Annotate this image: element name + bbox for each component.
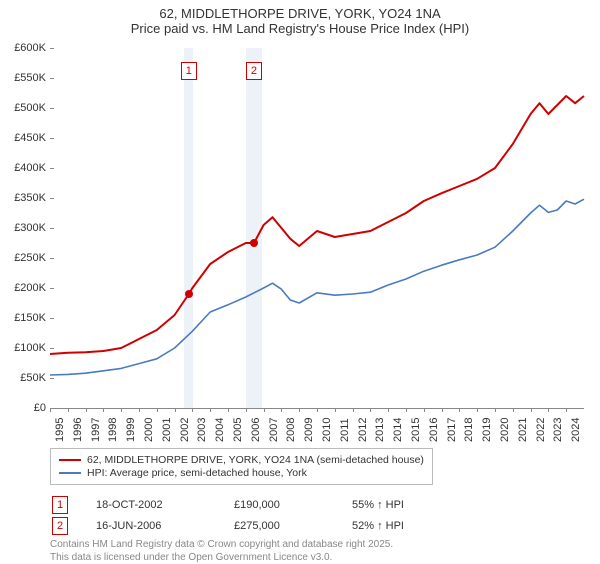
event-marker-dot <box>250 239 258 247</box>
x-tick-label: 2001 <box>161 418 173 442</box>
x-tick-label: 1997 <box>90 418 102 442</box>
event-id-box: 1 <box>52 496 68 514</box>
event-table: 1 18-OCT-2002 £190,000 55% ↑ HPI 2 16-JUN-200… <box>50 496 584 535</box>
legend-label-property: 62, MIDDLETHORPE DRIVE, YORK, YO24 1NA (… <box>87 454 424 466</box>
x-tick-label: 1995 <box>54 418 66 442</box>
event-date: 18-OCT-2002 <box>96 499 206 511</box>
x-tick-label: 1996 <box>72 418 84 442</box>
x-tick-label: 2000 <box>143 418 155 442</box>
x-tick-label: 2006 <box>250 418 262 442</box>
x-tick-label: 2019 <box>481 418 493 442</box>
series-line-hpi <box>50 199 584 375</box>
y-tick-label: £450K <box>0 132 46 144</box>
y-tick-label: £100K <box>0 342 46 354</box>
y-tick-label: £250K <box>0 252 46 264</box>
y-tick-label: £600K <box>0 42 46 54</box>
x-tick-label: 2009 <box>303 418 315 442</box>
x-tick-label: 2014 <box>392 418 404 442</box>
y-tick-label: £500K <box>0 102 46 114</box>
y-tick-label: £300K <box>0 222 46 234</box>
title-line-1: 62, MIDDLETHORPE DRIVE, YORK, YO24 1NA <box>0 6 600 21</box>
x-tick-label: 2004 <box>214 418 226 442</box>
y-tick-label: £350K <box>0 192 46 204</box>
title-block: 62, MIDDLETHORPE DRIVE, YORK, YO24 1NA P… <box>0 0 600 36</box>
event-delta: 55% ↑ HPI <box>352 499 404 511</box>
x-tick-label: 2020 <box>499 418 511 442</box>
event-marker-dot <box>185 290 193 298</box>
legend-box: 62, MIDDLETHORPE DRIVE, YORK, YO24 1NA (… <box>50 448 433 485</box>
legend-label-hpi: HPI: Average price, semi-detached house,… <box>87 467 307 479</box>
footer-line-1: Contains HM Land Registry data © Crown c… <box>50 539 584 552</box>
event-row: 1 18-OCT-2002 £190,000 55% ↑ HPI <box>52 496 584 514</box>
legend-row-hpi: HPI: Average price, semi-detached house,… <box>59 467 424 479</box>
x-tick-label: 2002 <box>179 418 191 442</box>
x-tick-label: 2015 <box>410 418 422 442</box>
event-id-box: 2 <box>52 517 68 535</box>
legend-row-property: 62, MIDDLETHORPE DRIVE, YORK, YO24 1NA (… <box>59 454 424 466</box>
x-tick-label: 2007 <box>268 418 280 442</box>
x-tick-label: 2003 <box>196 418 208 442</box>
y-tick-label: £0 <box>0 402 46 414</box>
chart-container: 62, MIDDLETHORPE DRIVE, YORK, YO24 1NA P… <box>0 0 600 560</box>
legend-and-footer: 62, MIDDLETHORPE DRIVE, YORK, YO24 1NA (… <box>50 448 584 564</box>
event-marker-box: 1 <box>181 62 197 80</box>
x-tick-label: 2013 <box>374 418 386 442</box>
y-tick-label: £550K <box>0 72 46 84</box>
x-tick-label: 2010 <box>321 418 333 442</box>
y-tick-label: £50K <box>0 372 46 384</box>
x-tick-label: 1998 <box>107 418 119 442</box>
event-date: 16-JUN-2006 <box>96 520 206 532</box>
x-tick-label: 2012 <box>357 418 369 442</box>
y-tick-label: £150K <box>0 312 46 324</box>
legend-swatch-property <box>59 459 81 461</box>
x-tick-label: 2018 <box>463 418 475 442</box>
footer-line-2: This data is licensed under the Open Gov… <box>50 552 584 564</box>
x-tick-label: 2005 <box>232 418 244 442</box>
x-tick-label: 2008 <box>285 418 297 442</box>
x-tick-label: 2021 <box>517 418 529 442</box>
series-line-property <box>50 96 584 354</box>
event-price: £190,000 <box>234 499 324 511</box>
x-tick-label: 1999 <box>125 418 137 442</box>
chart-lines <box>50 48 584 408</box>
event-price: £275,000 <box>234 520 324 532</box>
x-tick-label: 2016 <box>428 418 440 442</box>
x-tick-label: 2022 <box>535 418 547 442</box>
y-tick-label: £400K <box>0 162 46 174</box>
legend-swatch-hpi <box>59 472 81 474</box>
y-tick-label: £200K <box>0 282 46 294</box>
event-row: 2 16-JUN-2006 £275,000 52% ↑ HPI <box>52 517 584 535</box>
x-tick-label: 2023 <box>552 418 564 442</box>
attribution-footer: Contains HM Land Registry data © Crown c… <box>50 539 584 564</box>
event-delta: 52% ↑ HPI <box>352 520 404 532</box>
event-marker-box: 2 <box>246 62 262 80</box>
x-tick-label: 2017 <box>446 418 458 442</box>
x-tick-label: 2011 <box>339 418 351 442</box>
x-tick-label: 2024 <box>570 418 582 442</box>
title-line-2: Price paid vs. HM Land Registry's House … <box>0 21 600 36</box>
